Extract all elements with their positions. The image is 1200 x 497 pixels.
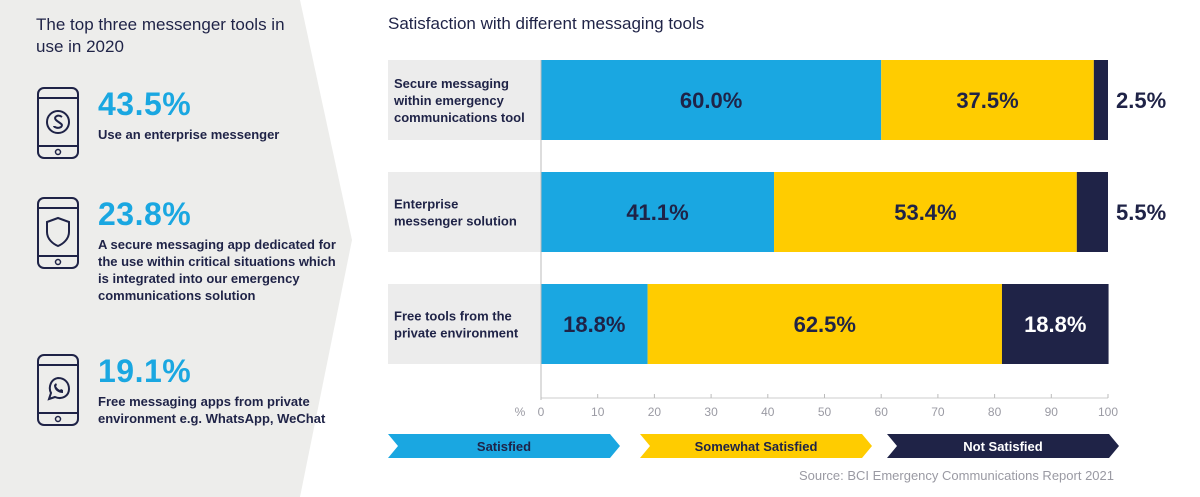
x-tick-label: 60: [875, 405, 889, 419]
bar-segment-somewhat-satisfied: [647, 284, 1002, 364]
category-label: Enterprise messenger solution: [394, 197, 517, 229]
data-label: 41.1%: [626, 200, 688, 225]
chart-title: Satisfaction with different messaging to…: [388, 14, 705, 33]
x-tick-label: 0: [538, 405, 545, 419]
bar-segment-not-satisfied: [1001, 284, 1109, 364]
x-tick-label: 80: [988, 405, 1002, 419]
left-panel-title: The top three messenger tools in use in …: [36, 15, 285, 56]
bar-segment-not-satisfied: [1076, 172, 1108, 252]
stat-percent: 23.8%: [98, 196, 192, 232]
data-label: 5.5%: [1116, 200, 1166, 225]
data-label: 18.8%: [563, 312, 625, 337]
bar-segment-satisfied: [541, 172, 775, 252]
x-tick-label: 40: [761, 405, 775, 419]
x-tick-label: 100: [1098, 405, 1118, 419]
source-note: Source: BCI Emergency Communications Rep…: [798, 468, 1114, 483]
legend-label: Satisfied: [477, 439, 531, 454]
bar-segment-somewhat-satisfied: [774, 172, 1077, 252]
stat-description: A secure messaging app dedicated for the…: [98, 237, 336, 303]
data-label: 37.5%: [956, 88, 1018, 113]
data-label: 18.8%: [1024, 312, 1086, 337]
x-tick-label: 20: [648, 405, 662, 419]
legend-arrow: [388, 434, 620, 458]
bar-segment-satisfied: [541, 284, 648, 364]
stat-description: Use an enterprise messenger: [98, 127, 280, 142]
stat-description: Free messaging apps from private environ…: [98, 394, 326, 426]
data-label: 60.0%: [680, 88, 742, 113]
category-label-box: [388, 172, 541, 252]
x-tick-label: 30: [704, 405, 718, 419]
data-label: 62.5%: [794, 312, 856, 337]
legend-label: Not Satisfied: [963, 439, 1043, 454]
data-label: 2.5%: [1116, 88, 1166, 113]
x-axis-unit: %: [515, 405, 526, 419]
skype-icon: [37, 87, 79, 159]
category-label-box: [388, 60, 541, 140]
stat-percent: 19.1%: [98, 353, 192, 389]
legend-label: Somewhat Satisfied: [695, 439, 818, 454]
x-tick-label: 70: [931, 405, 945, 419]
shield-icon: [37, 197, 79, 269]
bar-segment-somewhat-satisfied: [881, 60, 1094, 140]
data-label: 53.4%: [894, 200, 956, 225]
whatsapp-icon: [37, 354, 79, 426]
category-label-box: [388, 284, 541, 364]
legend-arrow: [887, 434, 1119, 458]
legend-arrow: [640, 434, 872, 458]
bar-segment-satisfied: [541, 60, 882, 140]
category-label: Free tools from the private environment: [394, 309, 519, 341]
x-tick-label: 50: [818, 405, 832, 419]
x-tick-label: 90: [1045, 405, 1059, 419]
stat-percent: 43.5%: [98, 86, 192, 122]
category-label: Secure messaging within emergency communic…: [393, 76, 525, 125]
bar-segment-not-satisfied: [1093, 60, 1108, 140]
x-tick-label: 10: [591, 405, 605, 419]
